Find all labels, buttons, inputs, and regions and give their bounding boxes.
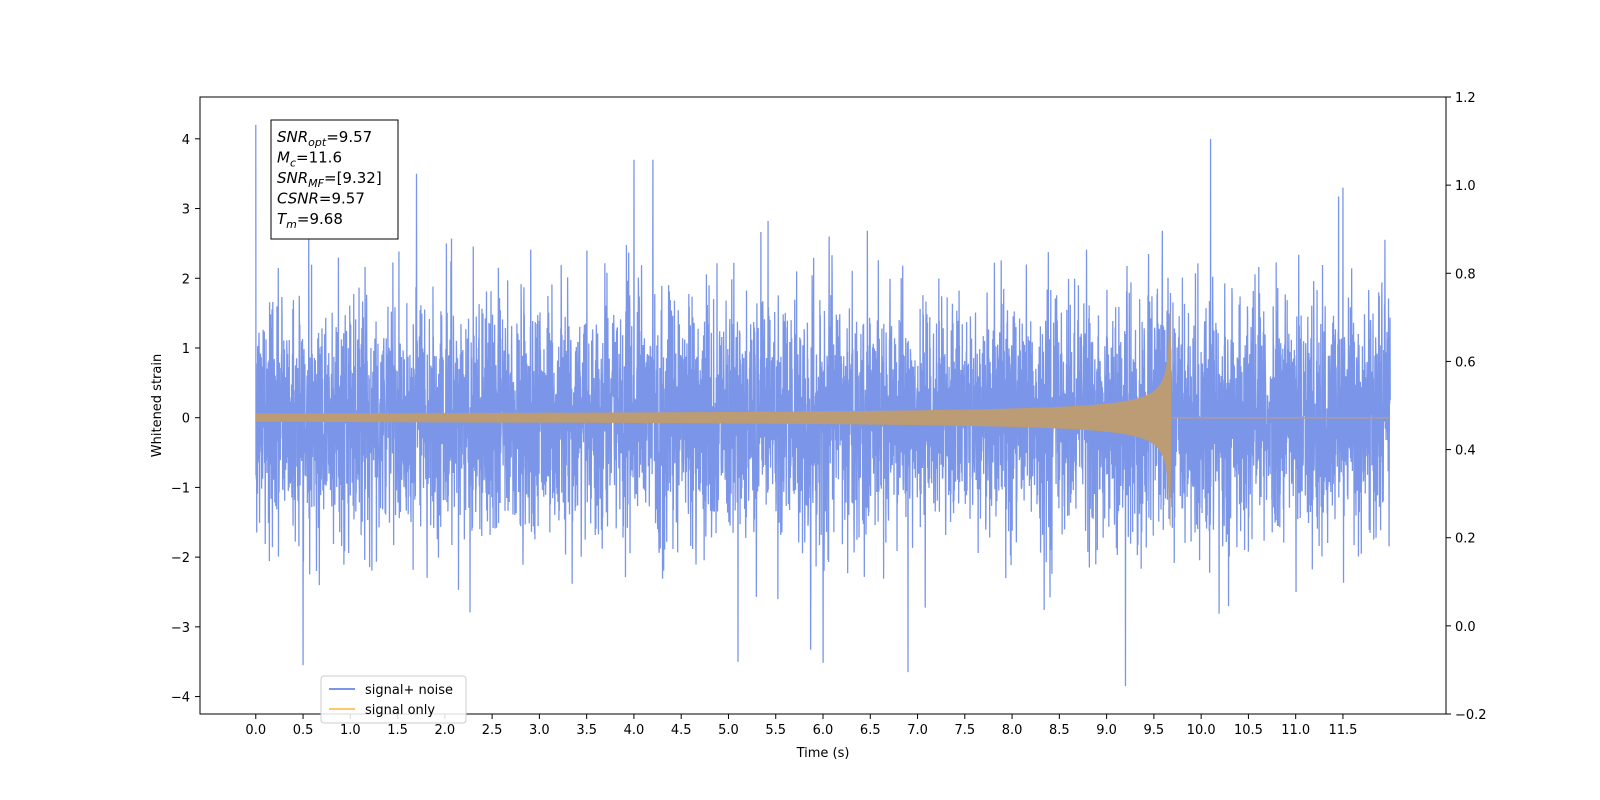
x-tick-label: 5.0 (718, 723, 739, 738)
annotation-line: Mc=11.6 (277, 149, 342, 170)
y2-tick-label: 0.0 (1455, 620, 1476, 635)
x-tick-label: 3.5 (576, 723, 597, 738)
annotation-line: SNRopt=9.57 (277, 128, 372, 149)
annotation-box: SNRopt=9.57Mc=11.6SNRMF=[9.32]CSNR=9.57T… (270, 119, 399, 240)
x-tick-label: 3.0 (529, 723, 550, 738)
y-axis-label: Whitened strain (150, 354, 165, 457)
y2-tick-label: 0.2 (1455, 532, 1476, 547)
y2-tick-label: 0.4 (1455, 444, 1476, 459)
annotation-sub: MF (308, 177, 324, 190)
x-axis-label: Time (s) (796, 746, 850, 761)
x-tick-label: 9.0 (1096, 723, 1117, 738)
legend-label: signal+ noise (365, 683, 453, 698)
y2-tick-label: 1.0 (1455, 179, 1476, 194)
y-tick-label: 4 (182, 133, 190, 148)
x-tick-label: 1.0 (340, 723, 361, 738)
x-tick-label: 1.5 (387, 723, 408, 738)
legend: signal+ noise signal only (320, 675, 467, 724)
plot-area (255, 124, 1391, 687)
annotation-var: SNR (277, 128, 308, 146)
y-tick-label: −1 (171, 481, 190, 496)
annotation-var: M (277, 149, 290, 167)
annotation-var: CSNR (277, 190, 319, 208)
annotation-value: =9.68 (297, 210, 343, 228)
x-tick-label: 11.5 (1328, 723, 1357, 738)
series-signal-only-line (255, 330, 1172, 476)
x-tick-label: 10.0 (1187, 723, 1216, 738)
y2-tick-label: 0.6 (1455, 355, 1476, 370)
x-tick-label: 10.5 (1234, 723, 1263, 738)
annotation-value: =[9.32] (324, 169, 382, 187)
y-tick-label: 1 (182, 342, 190, 357)
x-tick-label: 9.5 (1144, 723, 1165, 738)
y-axis-left: −4 −3 −2 −1 0 1 2 3 4 (171, 133, 200, 706)
x-tick-label: 8.5 (1049, 723, 1070, 738)
y-axis-right: −0.2 0.0 0.2 0.4 0.6 0.8 1.0 1.2 (1446, 91, 1487, 723)
annotation-sub: m (286, 218, 297, 231)
x-tick-label: 7.5 (954, 723, 975, 738)
x-tick-label: 7.0 (907, 723, 928, 738)
series-signal-plus-noise-line (255, 124, 1391, 687)
x-tick-label: 4.0 (624, 723, 645, 738)
y-tick-label: 0 (182, 412, 190, 427)
annotation-line: Tm=9.68 (277, 210, 343, 231)
annotation-var: T (277, 210, 288, 228)
y-tick-label: −4 (171, 691, 190, 706)
annotation-value: =9.57 (326, 128, 372, 146)
x-tick-label: 2.5 (482, 723, 503, 738)
annotation-sub: opt (308, 136, 327, 149)
y2-tick-label: −0.2 (1455, 708, 1487, 723)
annotation-line: SNRMF=[9.32] (277, 169, 382, 190)
annotation-value: =11.6 (296, 149, 342, 167)
annotation-var: SNR (277, 169, 308, 187)
annotation-frame (270, 119, 399, 240)
annotation-value: =9.57 (319, 190, 365, 208)
x-tick-label: 8.0 (1002, 723, 1023, 738)
x-tick-label: 6.0 (813, 723, 834, 738)
x-tick-label: 6.5 (860, 723, 881, 738)
y-tick-label: 3 (182, 203, 190, 218)
y2-tick-label: 0.8 (1455, 267, 1476, 282)
y-tick-label: −3 (171, 621, 190, 636)
x-tick-label: 0.5 (293, 723, 314, 738)
x-tick-label: 4.5 (671, 723, 692, 738)
legend-label: signal only (365, 703, 435, 718)
legend-frame (320, 675, 467, 724)
x-tick-label: 0.0 (245, 723, 266, 738)
y-tick-label: 2 (182, 272, 190, 287)
y-tick-label: −2 (171, 551, 190, 566)
y2-tick-label: 1.2 (1455, 91, 1476, 106)
x-tick-label: 5.5 (765, 723, 786, 738)
annotation-line: CSNR=9.57 (277, 190, 365, 208)
x-tick-label: 11.0 (1281, 723, 1310, 738)
x-tick-label: 2.0 (435, 723, 456, 738)
x-axis: 0.0 0.5 1.0 1.5 2.0 2.5 3.0 3.5 4.0 4.5 5.0 5.5 6.0 6… (245, 714, 1357, 738)
annotation-sub: c (290, 157, 296, 170)
